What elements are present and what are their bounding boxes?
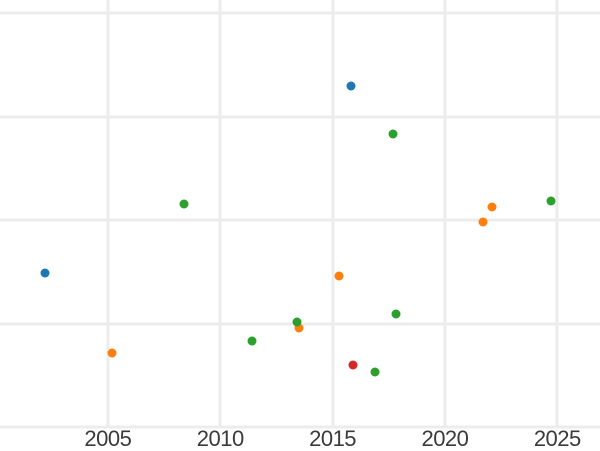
y-gridline [0, 218, 600, 222]
x-tick-label: 2010 [196, 426, 244, 451]
y-gridline [0, 115, 600, 119]
x-gridline [555, 0, 559, 428]
scatter-point-orange [294, 323, 304, 333]
x-tick-label: 2015 [309, 426, 357, 451]
x-gridline [443, 0, 447, 428]
x-gridline [331, 0, 335, 428]
x-tick-label: 2020 [421, 426, 469, 451]
scatter-point-green [391, 309, 400, 319]
scatter-point-orange [334, 271, 344, 281]
scatter-point-orange [107, 348, 117, 358]
scatter-point-blue [40, 268, 50, 278]
y-gridline [0, 425, 600, 429]
x-tick-label: 2005 [84, 426, 132, 451]
scatter-point-green [292, 317, 302, 327]
x-gridline [218, 0, 222, 428]
scatter-point-green [179, 199, 189, 209]
x-tick-label: 2025 [533, 426, 581, 451]
scatter-point-blue [346, 81, 356, 91]
scatter-point-green [388, 129, 398, 139]
scatter-point-red [348, 360, 358, 370]
x-gridline [106, 0, 110, 428]
scatter-point-green [546, 196, 556, 206]
y-gridline [0, 11, 600, 15]
scatter-point-green [370, 367, 380, 377]
scatter-point-green [247, 336, 257, 346]
scatter-point-orange [487, 202, 497, 212]
scatter-point-orange [478, 217, 488, 227]
